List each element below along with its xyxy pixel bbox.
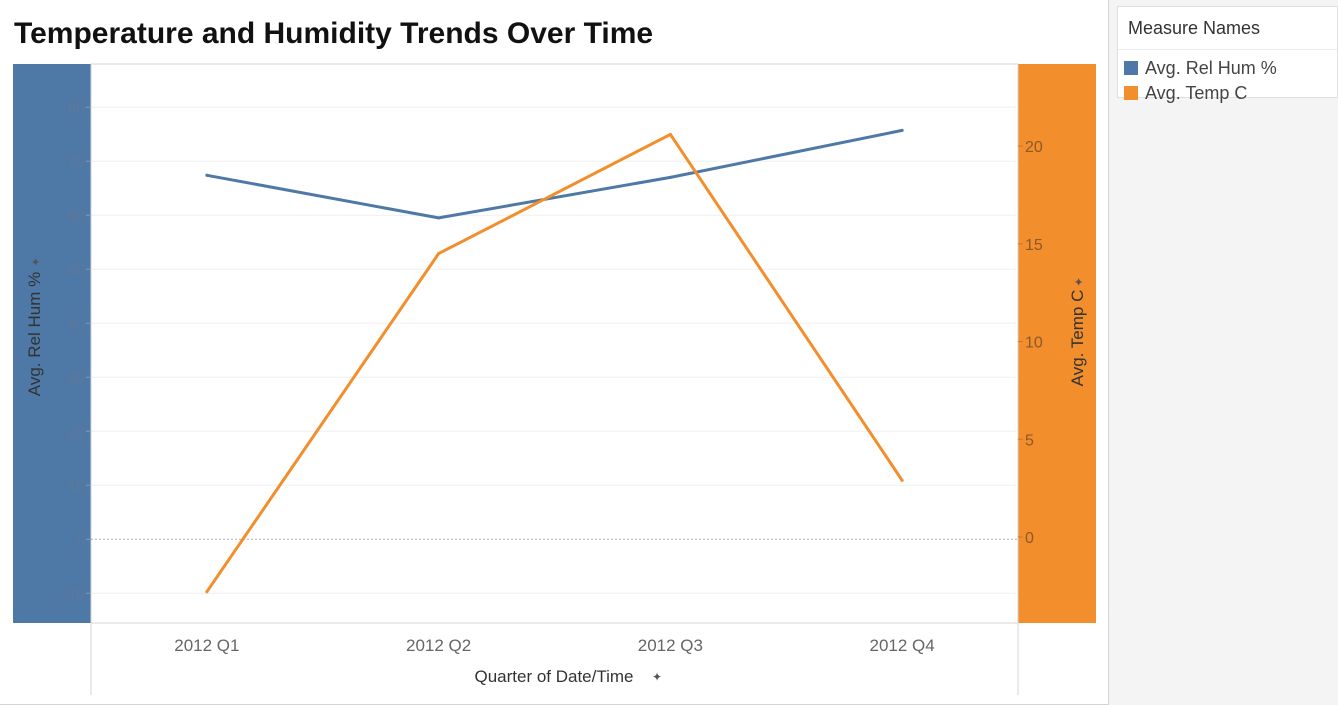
y-left-tick-label: 30 bbox=[67, 370, 85, 387]
legend-label: Avg. Rel Hum % bbox=[1145, 58, 1277, 78]
right-axis-band bbox=[1018, 64, 1096, 623]
legend-divider bbox=[1118, 49, 1337, 50]
legend-swatch-rel-hum bbox=[1124, 61, 1138, 75]
left-axis-band bbox=[13, 64, 91, 623]
y-left-tick-label: 0 bbox=[76, 532, 85, 549]
y-right-tick-label: 20 bbox=[1025, 139, 1043, 156]
x-tick-label: 2012 Q2 bbox=[406, 636, 471, 655]
x-tick-label: 2012 Q4 bbox=[870, 636, 935, 655]
y-left-tick-label: 40 bbox=[67, 316, 85, 333]
data-point[interactable] bbox=[900, 478, 904, 482]
legend-item-temp[interactable]: Avg. Temp C bbox=[1124, 82, 1334, 104]
y-right-tick-label: 10 bbox=[1025, 335, 1043, 352]
x-tick-label: 2012 Q3 bbox=[638, 636, 703, 655]
legend-item-rel-hum[interactable]: Avg. Rel Hum % bbox=[1124, 57, 1334, 79]
x-tick-label: 2012 Q1 bbox=[174, 636, 239, 655]
y-left-tick-label: 60 bbox=[67, 208, 85, 225]
series-line-temp[interactable] bbox=[205, 132, 904, 594]
legend-title: Measure Names bbox=[1128, 18, 1261, 38]
data-point[interactable] bbox=[900, 128, 904, 132]
y-right-tick-label: 5 bbox=[1025, 432, 1034, 449]
legend-label: Avg. Temp C bbox=[1145, 83, 1248, 103]
worksheet: Temperature and Humidity Trends Over Tim… bbox=[0, 0, 1109, 705]
data-point[interactable] bbox=[668, 132, 672, 136]
y-axis-right-title: Avg. Temp C bbox=[1068, 290, 1087, 387]
series-line-rel-hum[interactable] bbox=[205, 128, 904, 220]
y-left-tick-label: 80 bbox=[67, 100, 85, 117]
y-axis-right-pin-icon[interactable]: ✦ bbox=[1072, 277, 1086, 287]
data-point[interactable] bbox=[437, 216, 441, 220]
y-left-tick-label: 20 bbox=[67, 424, 85, 441]
data-point[interactable] bbox=[437, 252, 441, 256]
chart-area[interactable]: -10 0 10 20 30 40 50 60 70 80 0 5 10 15 20 2012 Q1 201… bbox=[0, 0, 1108, 704]
y-right-tick-label: 0 bbox=[1025, 530, 1034, 547]
data-point[interactable] bbox=[668, 175, 672, 179]
legend-swatch-temp bbox=[1124, 86, 1138, 100]
chart-title: Temperature and Humidity Trends Over Tim… bbox=[14, 17, 654, 50]
x-axis-pin-icon[interactable]: ✦ bbox=[652, 670, 662, 684]
y-axis-left-pin-icon[interactable]: ✦ bbox=[29, 257, 43, 267]
y-left-tick-label: 10 bbox=[67, 478, 85, 495]
plot-area bbox=[90, 63, 1019, 624]
legend: Measure Names Avg. Rel Hum % Avg. Temp C bbox=[1117, 6, 1338, 103]
y-right-tick-label: 15 bbox=[1025, 237, 1043, 254]
x-axis-title: Quarter of Date/Time bbox=[474, 667, 633, 686]
data-point[interactable] bbox=[205, 173, 209, 177]
y-left-tick-label: 70 bbox=[67, 154, 85, 171]
y-axis-left-title: Avg. Rel Hum % bbox=[25, 272, 44, 396]
y-left-tick-label: -10 bbox=[62, 586, 85, 603]
data-point[interactable] bbox=[205, 590, 209, 594]
y-left-tick-label: 50 bbox=[67, 262, 85, 279]
